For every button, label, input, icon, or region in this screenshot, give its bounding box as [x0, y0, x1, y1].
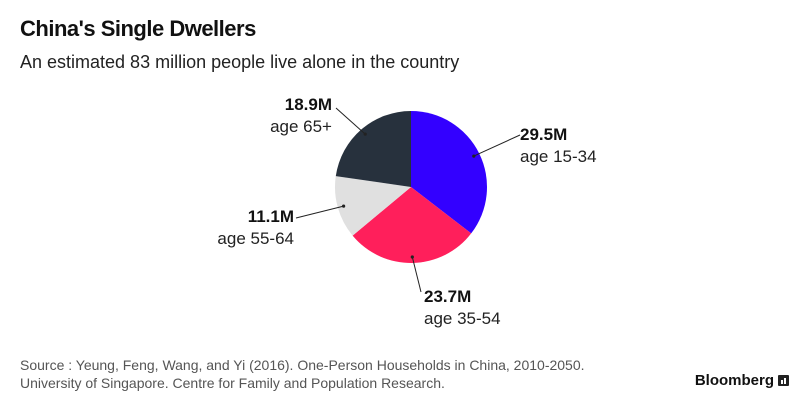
- leader-line: [295, 205, 344, 219]
- leader-line: [411, 256, 422, 293]
- slice-category-label: age 55-64: [217, 229, 294, 248]
- brand-logo: Bloomberg: [695, 372, 789, 389]
- slice-value-label: 18.9M: [285, 95, 332, 114]
- source-line-2: University of Singapore. Centre for Fami…: [20, 375, 445, 391]
- chart-subtitle: An estimated 83 million people live alon…: [20, 52, 460, 72]
- pie-slice-age-15-34: [411, 111, 488, 234]
- slice-value-label: 23.7M: [424, 287, 471, 306]
- pie-slice-age-65-: [335, 111, 411, 187]
- slice-category-label: age 35-54: [424, 309, 501, 328]
- slice-category-label: age 15-34: [520, 147, 597, 166]
- pie-slice-age-35-54: [352, 187, 472, 264]
- leader-dot: [342, 204, 346, 208]
- brand-name: Bloomberg: [694, 372, 774, 389]
- leader-dot: [363, 132, 367, 136]
- chart-title: China's Single Dwellers: [20, 16, 256, 41]
- slice-category-label: age 65+: [270, 117, 332, 136]
- source-note: Source : Yeung, Feng, Wang, and Yi (2016…: [20, 356, 585, 392]
- leader-line: [473, 134, 521, 157]
- leader-dot: [472, 154, 476, 158]
- pie-slice-age-55-64: [334, 176, 411, 236]
- source-line-1: Source : Yeung, Feng, Wang, and Yi (2016…: [20, 357, 585, 373]
- slice-value-label: 29.5M: [520, 125, 567, 144]
- leader-line: [335, 107, 366, 135]
- leader-dot: [410, 255, 414, 259]
- slice-value-label: 11.1M: [248, 207, 294, 226]
- chart-icon: [778, 375, 789, 386]
